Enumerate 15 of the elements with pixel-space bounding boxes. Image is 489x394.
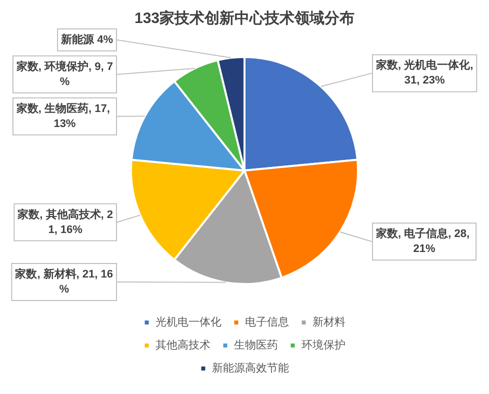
data-label: 家数, 电子信息, 28, 21% [374,227,473,256]
data-label: 家数, 新材料, 21, 16% [14,268,113,296]
legend-label: 新材料 [312,316,346,329]
data-label: 家数, 光机电一体化, 31, 23% [375,58,474,87]
legend-label: 新能源高效节能 [212,362,289,375]
data-label: 新能源 4% [60,32,114,46]
legend-label: 环境保护 [301,338,346,352]
legend-label: 电子信息 [244,316,289,329]
data-label: 家数, 环境保护, 9, 7% [15,60,114,88]
data-label: 家数, 其他高技术, 21, 16% [16,208,113,236]
legend-label: 其他高技术 [155,338,210,352]
chart-title: 133家技术创新中心技术领域分布 [134,9,355,28]
data-label: 家数, 生物医药, 17, 13% [15,102,114,130]
legend-label: 光机电一体化 [155,316,222,329]
legend-label: 生物医药 [234,338,278,352]
